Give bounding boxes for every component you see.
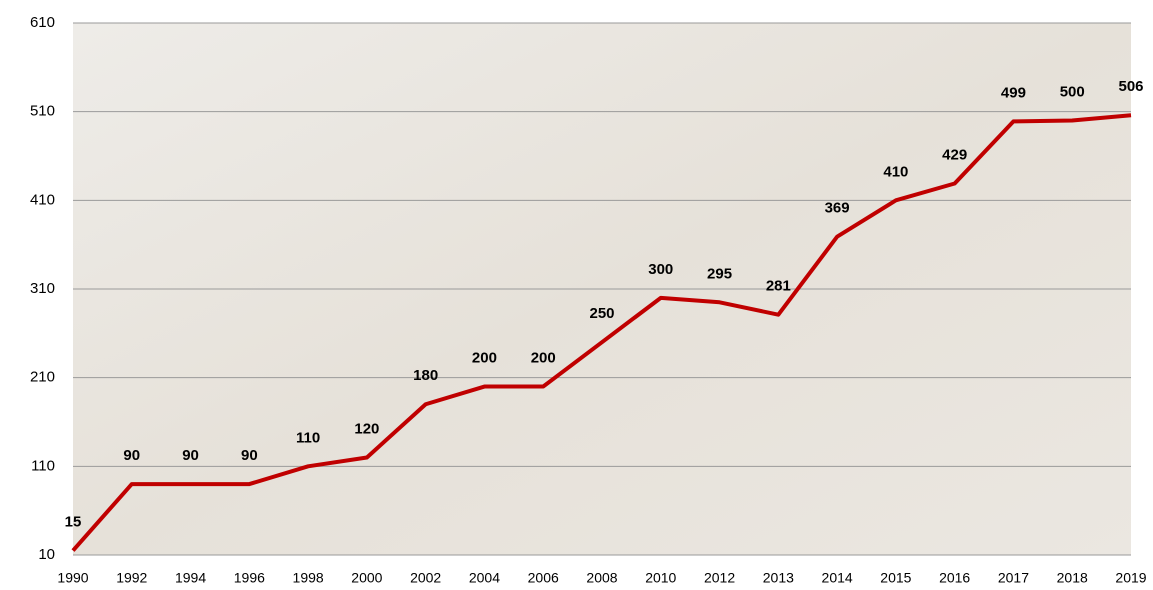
x-tick-label: 1994 xyxy=(175,570,206,586)
y-tick-label: 10 xyxy=(38,546,55,563)
y-tick-label: 210 xyxy=(30,369,55,386)
data-label: 110 xyxy=(296,429,320,446)
data-label: 506 xyxy=(1118,78,1143,95)
y-tick-label: 510 xyxy=(30,103,55,120)
x-tick-label: 2006 xyxy=(528,570,559,586)
x-tick-label: 2002 xyxy=(410,570,441,586)
data-label: 300 xyxy=(648,261,673,278)
data-label: 369 xyxy=(825,200,850,217)
x-tick-label: 2015 xyxy=(880,570,911,586)
x-tick-label: 1990 xyxy=(57,570,88,586)
x-tick-label: 2017 xyxy=(998,570,1029,586)
data-label: 200 xyxy=(472,350,497,367)
data-label: 90 xyxy=(123,447,140,464)
data-label: 499 xyxy=(1001,84,1026,101)
data-line xyxy=(71,113,1132,552)
y-tick-label: 310 xyxy=(30,280,55,297)
x-tick-label: 2013 xyxy=(763,570,794,586)
x-tick-label: 2018 xyxy=(1057,570,1088,586)
x-tick-label: 2014 xyxy=(822,570,853,586)
x-tick-label: 1992 xyxy=(116,570,147,586)
x-tick-label: 1996 xyxy=(234,570,265,586)
x-tick-label: 2000 xyxy=(351,570,382,586)
y-tick-label: 110 xyxy=(31,457,55,474)
data-label: 295 xyxy=(707,265,732,282)
x-tick-label: 2019 xyxy=(1115,570,1146,586)
x-tick-label: 2012 xyxy=(704,570,735,586)
x-tick-label: 2004 xyxy=(469,570,500,586)
x-tick-label: 1998 xyxy=(293,570,324,586)
data-label: 90 xyxy=(241,447,258,464)
x-tick-label: 2010 xyxy=(645,570,676,586)
data-label: 429 xyxy=(942,146,967,163)
data-label: 250 xyxy=(589,305,614,322)
data-label: 90 xyxy=(182,447,199,464)
data-label: 500 xyxy=(1060,84,1085,101)
x-tick-label: 2008 xyxy=(586,570,617,586)
data-label: 120 xyxy=(354,420,379,437)
data-label: 15 xyxy=(65,514,82,531)
data-label: 200 xyxy=(531,350,556,367)
x-tick-label: 2016 xyxy=(939,570,970,586)
y-tick-label: 410 xyxy=(30,191,55,208)
y-tick-label: 610 xyxy=(30,14,55,31)
data-label: 410 xyxy=(883,163,908,180)
data-label: 180 xyxy=(413,367,438,384)
data-label: 281 xyxy=(766,278,791,295)
